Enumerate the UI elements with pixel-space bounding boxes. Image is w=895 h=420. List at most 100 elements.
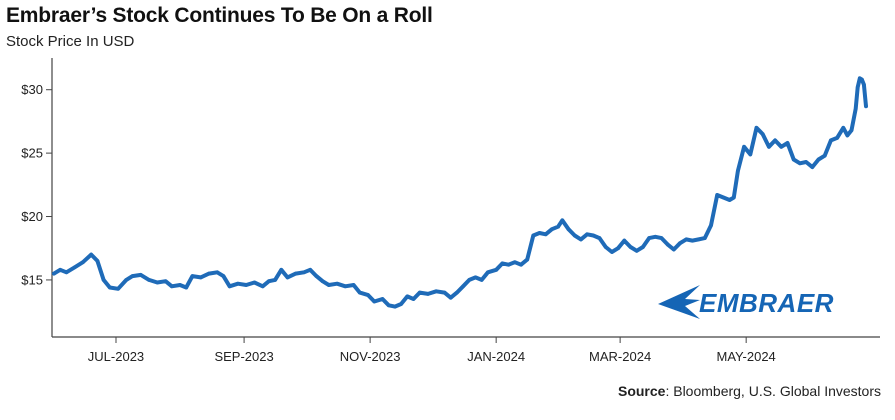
data-point	[198, 275, 203, 280]
data-point	[696, 237, 701, 242]
data-point	[585, 232, 589, 237]
data-point	[560, 218, 565, 223]
data-point	[822, 153, 827, 158]
data-point	[513, 260, 517, 265]
data-point	[721, 195, 726, 200]
data-point	[653, 235, 658, 239]
data-point	[622, 238, 627, 243]
data-point	[804, 160, 808, 164]
data-point	[236, 281, 240, 286]
data-point	[494, 268, 499, 272]
data-point	[411, 297, 416, 301]
data-point	[709, 223, 713, 228]
data-point	[64, 270, 69, 275]
data-point	[434, 289, 439, 294]
y-tick-label: $20	[21, 209, 43, 224]
y-tick-label: $25	[21, 146, 43, 161]
embraer-logo-text: EMBRAER	[699, 288, 834, 318]
data-point	[260, 284, 265, 289]
data-point	[279, 268, 284, 272]
chart-subtitle: Stock Price In USD	[6, 33, 135, 50]
x-tick-label: MAR-2024	[589, 349, 651, 364]
data-point	[386, 303, 391, 308]
data-point	[779, 145, 784, 149]
embraer-logo: EMBRAER	[658, 285, 834, 319]
x-axis-ticks: JUL-2023 SEP-2023 NOV-2023 JAN-2024 MAR-2024…	[88, 337, 776, 364]
x-tick-label: NOV-2023	[340, 349, 401, 364]
data-point	[207, 271, 211, 276]
data-point	[95, 259, 100, 263]
data-point	[72, 265, 77, 270]
data-point	[116, 287, 120, 291]
source-text: : Bloomberg, U.S. Global Investors	[665, 383, 881, 399]
data-point	[108, 285, 112, 290]
data-point	[860, 77, 864, 82]
data-point	[358, 290, 362, 295]
y-axis-ticks: $15 $20 $25 $30	[21, 82, 52, 287]
data-point	[519, 262, 523, 267]
data-point	[89, 252, 93, 257]
data-point	[101, 278, 106, 282]
data-point	[184, 285, 188, 290]
data-point	[550, 227, 554, 231]
data-point	[773, 138, 777, 143]
data-point	[665, 242, 670, 247]
stock-price-line	[52, 76, 868, 309]
x-tick-label: SEP-2023	[214, 349, 273, 364]
data-point	[678, 241, 682, 245]
x-tick-label: JUL-2023	[88, 349, 144, 364]
data-point	[690, 238, 695, 243]
data-point	[845, 133, 850, 138]
data-point	[308, 268, 313, 272]
data-point	[572, 233, 577, 238]
data-point	[760, 132, 765, 136]
data-point	[703, 236, 707, 240]
y-tick-label: $15	[21, 272, 43, 287]
data-point	[634, 249, 639, 253]
data-point	[628, 245, 633, 249]
data-point	[715, 193, 719, 197]
data-point	[791, 157, 796, 162]
data-point	[647, 236, 651, 240]
data-point	[531, 233, 536, 238]
data-point	[597, 236, 602, 240]
data-point	[221, 274, 226, 278]
data-point	[327, 283, 331, 287]
data-point	[736, 169, 740, 173]
data-point	[742, 145, 746, 149]
data-point	[641, 245, 645, 249]
x-tick-label: MAY-2024	[717, 349, 776, 364]
data-point	[798, 161, 802, 166]
data-point	[603, 245, 608, 249]
data-point	[426, 292, 430, 296]
data-point	[285, 275, 290, 280]
data-point	[767, 145, 771, 149]
data-point	[455, 290, 459, 295]
data-point	[810, 165, 815, 169]
data-point	[293, 271, 298, 276]
data-point	[659, 236, 664, 240]
data-point	[335, 281, 339, 286]
data-point	[461, 284, 465, 289]
data-point	[130, 274, 135, 278]
data-point	[754, 126, 759, 130]
data-point	[380, 297, 385, 301]
data-point	[862, 82, 866, 87]
data-point	[58, 268, 62, 272]
y-tick-label: $30	[21, 82, 43, 97]
data-point	[853, 106, 858, 111]
data-point	[841, 126, 846, 130]
data-point	[81, 260, 85, 265]
source-label: Source	[617, 383, 666, 399]
data-point	[227, 284, 232, 289]
embraer-logo-icon	[658, 285, 700, 319]
data-point	[448, 295, 453, 300]
data-point	[727, 198, 732, 202]
data-point	[506, 262, 511, 267]
data-point	[579, 237, 583, 242]
data-point	[124, 278, 129, 282]
data-point	[302, 270, 306, 275]
data-point	[473, 275, 478, 280]
data-point	[139, 273, 143, 277]
